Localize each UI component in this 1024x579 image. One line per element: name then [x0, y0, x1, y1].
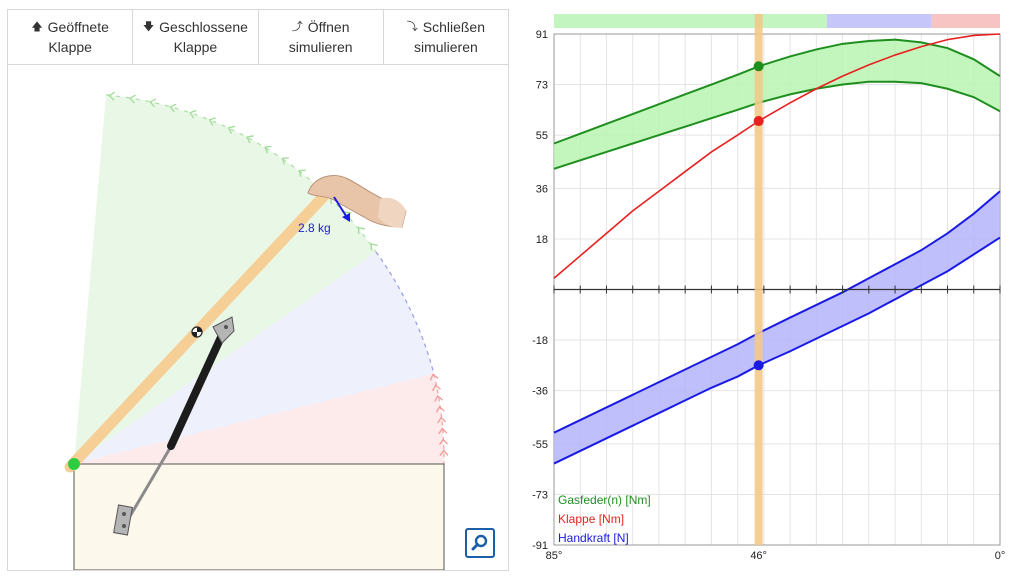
band-upper-line: [553, 38, 1001, 145]
closed-flap-label-line2: Klappe: [173, 39, 218, 55]
zone-segment: [826, 14, 932, 28]
chart-legend: Gasfeder(n) [Nm] Klappe [Nm] Handkraft [N]: [558, 493, 651, 545]
curved-arrow-up-icon: ⤴: [291, 21, 303, 33]
band-lower-line: [553, 80, 1001, 170]
mid-zone: [74, 252, 434, 464]
open-arc-chevron: [128, 94, 136, 104]
open-flap-button[interactable]: 🡅 Geöffnete Klappe: [8, 10, 134, 64]
gas-spring-rod: [124, 442, 175, 524]
simulate-open-label-line2: simulieren: [288, 39, 353, 55]
y-tick-label: -73: [532, 489, 548, 501]
series-line: [553, 33, 1001, 279]
closed-flap-button[interactable]: 🡇 Geschlossene Klappe: [133, 10, 259, 64]
closed-arc-chevron: [438, 438, 448, 446]
simulate-close-button[interactable]: ⤵ Schließen simulieren: [384, 10, 508, 64]
legend-item: Gasfeder(n) [Nm]: [558, 493, 651, 507]
open-arc-chevron: [108, 91, 116, 101]
flap-simulation-canvas: 2.8 kg: [64, 91, 449, 570]
closed-arc-chevron: [432, 384, 441, 392]
simulate-close-label-line1: Schließen: [422, 19, 485, 35]
legend-item: Handkraft [N]: [558, 531, 629, 545]
gas-spring-cylinder: [167, 331, 226, 450]
band-fill: [554, 191, 1000, 464]
center-of-mass-icon: [191, 326, 203, 338]
y-tick-label: 36: [536, 183, 548, 195]
magnifier-icon: [471, 534, 488, 551]
zone-segment: [554, 14, 827, 28]
open-flap-label-line1: Geöffnete: [47, 19, 109, 35]
y-tick-label: 73: [536, 80, 548, 92]
chart-zone-bar: [554, 14, 1000, 28]
angle-cursor-bar: [754, 14, 763, 545]
mid-arc: [375, 251, 435, 375]
zone-segment: [931, 14, 1000, 28]
chart-markers: [753, 61, 764, 371]
open-arc-chevron: [281, 157, 289, 165]
y-tick-labels: 91 73 55 36 18 -18 -36 -55 -73 -91: [532, 29, 548, 552]
hand-icon[interactable]: [307, 175, 407, 228]
simulation-panel: 🡅 Geöffnete Klappe 🡇 Geschlossene Klappe ⤴…: [7, 9, 509, 571]
y-tick-label: -55: [532, 439, 548, 451]
cabinet-box: [73, 463, 445, 570]
flap-marker: [753, 116, 764, 127]
x-tick-label: 0°: [995, 550, 1006, 562]
open-arc-chevron: [149, 98, 157, 108]
x-tick-label: 85°: [546, 550, 563, 562]
weight-label: 2.8 kg: [298, 221, 331, 235]
y-tick-label: -36: [532, 386, 548, 398]
band-fill: [554, 39, 1000, 169]
x-tick-label: 46°: [750, 550, 767, 562]
y-tick-label: 55: [536, 130, 548, 142]
open-arc-chevron: [246, 135, 254, 144]
open-arc-chevron: [169, 103, 177, 113]
closed-arc-chevron: [435, 405, 445, 413]
open-flap-label-line2: Klappe: [48, 39, 92, 55]
legend-item: Klappe [Nm]: [558, 512, 624, 526]
closed-zone: [74, 374, 445, 464]
zoom-button[interactable]: [465, 528, 495, 558]
arrow-up-icon: 🡅: [31, 21, 43, 33]
x-tick-labels: 85° 46° 0°: [546, 550, 1006, 562]
y-tick-label: -91: [532, 540, 548, 552]
arrow-down-icon: 🡇: [142, 21, 155, 33]
closed-arc-chevron: [437, 416, 447, 424]
toolbar: 🡅 Geöffnete Klappe 🡇 Geschlossene Klappe ⤴…: [8, 10, 508, 65]
force-chart: 91 73 55 36 18 -18 -36 -55 -73 -91 85° 46° 0° Gasfe…: [532, 14, 1006, 562]
pivot-point: [68, 458, 80, 470]
lower-bracket: [113, 504, 133, 536]
open-arc-chevron: [189, 109, 197, 119]
closed-arc-chevron: [434, 394, 443, 402]
chart-lines: [553, 33, 1001, 279]
upper-bracket: [212, 316, 235, 344]
open-arc: [105, 94, 377, 253]
weight-arrow-head: [342, 213, 350, 222]
open-arc-chevron: [298, 169, 306, 177]
hand-force-marker: [753, 360, 764, 371]
simulate-open-label-line1: Öffnen: [307, 19, 350, 35]
chart-axes: [553, 285, 1001, 294]
open-arc-chevron: [264, 145, 272, 154]
closed-arc-chevron: [429, 373, 439, 381]
band-upper-line: [553, 190, 1001, 434]
open-zone: [74, 95, 376, 464]
chart-bands: [553, 38, 1001, 465]
y-tick-label: 91: [536, 29, 548, 41]
simulate-open-button[interactable]: ⤴ Öffnen simulieren: [259, 10, 384, 64]
open-arc-chevron: [227, 125, 235, 134]
y-tick-label: -18: [532, 335, 548, 347]
simulate-close-label-line2: simulieren: [413, 39, 478, 55]
curved-arrow-down-icon: ⤵: [406, 21, 418, 33]
closed-arc-chevron: [439, 449, 449, 456]
open-arc-chevron: [358, 226, 366, 235]
y-tick-label: 18: [536, 234, 548, 246]
closed-flap-label-line1: Geschlossene: [159, 19, 248, 35]
open-arc-chevron: [370, 243, 378, 251]
closed-arc-chevron: [438, 427, 448, 435]
gas-spring-marker: [753, 61, 764, 72]
band-lower-line: [553, 236, 1001, 465]
angle-cursor[interactable]: [754, 14, 763, 545]
open-arc-chevron: [208, 117, 216, 126]
